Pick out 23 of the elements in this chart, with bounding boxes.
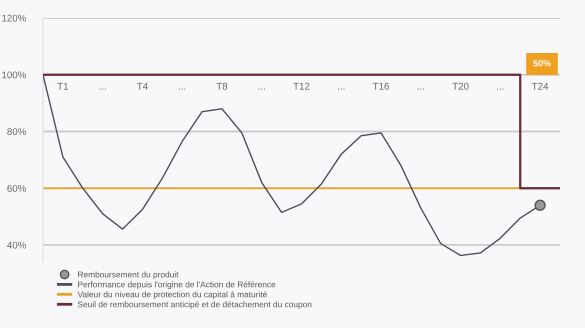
x-tick-label: ... [99,88,106,90]
x-tick-label: T8 [216,82,228,90]
x-tick-label: T20 [452,82,469,90]
x-tick-label: T24 [532,82,548,90]
y-tick-label: 100% [2,71,26,78]
annotation: 50% [533,60,551,66]
x-tick-label: ... [258,88,265,90]
x-tick-label: T1 [57,82,68,90]
x-tick-label: ... [497,88,504,90]
legend-label: Valeur du niveau de protection du capital à maturité [78,291,267,299]
x-tick-label: T4 [136,82,148,90]
x-tick-label: T16 [372,82,389,90]
y-tick-label: 40% [7,242,26,249]
x-tick-label: ... [418,88,424,90]
legend-label: Seuil de remboursement anticipé et de détachement du coupon [78,301,312,309]
y-tick-label: 120% [2,14,26,22]
y-tick-label: 80% [7,128,26,136]
x-tick-label: ... [338,88,344,90]
x-tick-label: ... [179,88,186,90]
x-tick-label: T12 [293,82,310,90]
legend-label: Performance depuis l'origine de l'Action de Référence [78,281,276,290]
y-tick-label: 60% [7,184,26,192]
legend-label: Remboursement du produit [78,271,178,280]
